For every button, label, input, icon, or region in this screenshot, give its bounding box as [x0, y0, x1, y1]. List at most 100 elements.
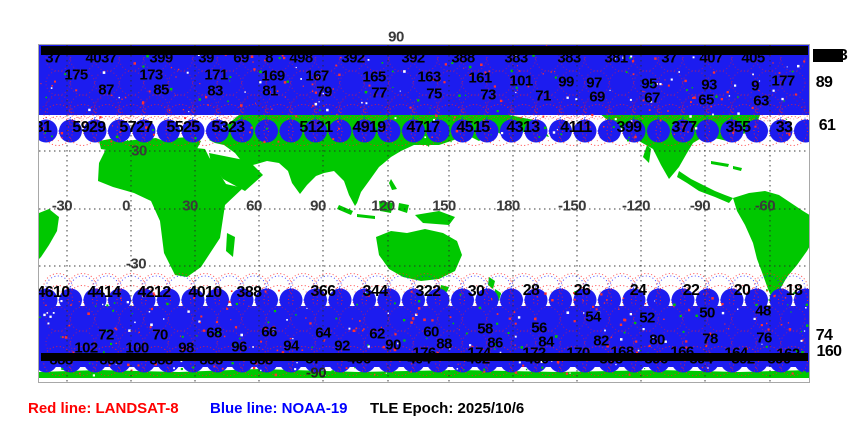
- latitude-label-south-pole: -90: [305, 364, 327, 382]
- orbit-number-label: 82: [593, 332, 609, 350]
- orbit-number-label: 177: [771, 72, 795, 90]
- orbit-number-label: 498: [289, 49, 313, 67]
- orbit-number-label: 48: [755, 302, 771, 320]
- orbit-number-label: 9: [751, 77, 759, 95]
- orbit-number-label: 22: [682, 282, 700, 299]
- longitude-label: 150: [432, 197, 456, 215]
- orbit-number-label: 392: [731, 350, 755, 368]
- orbit-number-label: 94: [283, 337, 299, 355]
- orbit-number-label: 20: [733, 282, 751, 299]
- orbit-number-label: 5727: [119, 119, 153, 136]
- orbit-number-label: 168: [610, 343, 634, 361]
- overlapped-labels-smear: [41, 46, 808, 55]
- orbit-number-label: 4515: [456, 119, 490, 136]
- orbit-number-label: 400: [525, 350, 549, 368]
- antarctica-strip: [39, 369, 809, 378]
- longitude-label: -90: [689, 197, 711, 215]
- orbit-number-label: 392: [401, 49, 425, 67]
- orbit-number-label: 888: [249, 351, 273, 369]
- orbit-number-label: 322: [415, 283, 442, 300]
- orbit-number-label: 88: [436, 335, 452, 353]
- margin-orbit-number-label: 89: [815, 74, 833, 91]
- orbit-number-label: 100: [125, 339, 149, 357]
- orbit-number-label: 81: [262, 82, 278, 100]
- orbit-number-label: 18: [785, 282, 803, 299]
- orbit-number-label: 37: [661, 49, 677, 67]
- legend-red-line: Red line: LANDSAT-8: [28, 400, 179, 417]
- longitude-label: -30: [51, 197, 73, 215]
- orbit-number-label: 4717: [406, 119, 440, 136]
- orbit-number-label: 63: [753, 92, 769, 110]
- orbit-number-label: 70: [152, 326, 168, 344]
- margin-orbit-number-label: 74: [815, 327, 833, 344]
- orbit-number-label: 390: [767, 350, 791, 368]
- orbit-number-label: 402: [466, 350, 490, 368]
- orbit-number-label: 79: [316, 83, 332, 101]
- longitude-label: 30: [182, 197, 198, 215]
- orbit-number-label: 8: [265, 49, 273, 67]
- orbit-number-label: 69: [233, 49, 249, 67]
- orbit-number-label: 33: [775, 119, 793, 136]
- margin-orbit-number-label: 61: [818, 117, 836, 134]
- orbit-number-label: 84: [538, 333, 554, 351]
- overlapped-labels-smear: [41, 353, 808, 361]
- orbit-number-label: 77: [371, 84, 387, 102]
- longitude-label: 60: [246, 197, 262, 215]
- longitude-label: -60: [754, 197, 776, 215]
- orbit-number-label: 4313: [506, 119, 540, 136]
- orbit-number-label: 99: [558, 73, 574, 91]
- orbit-number-label: 163: [417, 68, 441, 86]
- orbit-number-label: 65: [698, 91, 714, 109]
- longitude-label: -150: [557, 197, 587, 215]
- orbit-number-label: 4010: [188, 284, 222, 301]
- orbit-number-label: 97: [586, 74, 602, 92]
- orbit-number-label: 54: [585, 308, 601, 326]
- orbit-number-label: 92: [334, 337, 350, 355]
- orbit-number-label: 388: [451, 49, 475, 67]
- orbit-number-label: 66: [261, 323, 277, 341]
- orbit-number-label: 39: [198, 49, 214, 67]
- latitude-label: -30: [125, 255, 147, 273]
- orbit-number-label: 166: [670, 343, 694, 361]
- orbit-number-label: 4414: [87, 284, 121, 301]
- orbit-number-label: 67: [644, 89, 660, 107]
- longitude-label: 120: [371, 197, 395, 215]
- orbit-number-label: 87: [98, 81, 114, 99]
- orbit-number-label: 37: [45, 49, 61, 67]
- orbit-number-label: 398: [599, 350, 623, 368]
- orbit-number-label: 171: [204, 66, 228, 84]
- orbit-number-label: 404: [407, 350, 431, 368]
- orbit-number-label: 73: [480, 86, 496, 104]
- orbit-number-label: 87: [305, 350, 321, 368]
- orbit-number-label: 4037: [85, 49, 118, 67]
- orbit-number-label: 90: [385, 336, 401, 354]
- orbit-number-label: 58: [477, 320, 493, 338]
- orbit-number-label: 86: [487, 334, 503, 352]
- margin-orbit-number-label: 160: [816, 343, 843, 360]
- orbit-number-label: 5121: [299, 119, 333, 136]
- orbit-number-label: 68: [206, 324, 222, 342]
- orbit-number-label: 4212: [137, 284, 171, 301]
- orbit-number-label: 165: [362, 68, 386, 86]
- orbit-number-label: 5323: [211, 119, 245, 136]
- orbit-number-label: 5929: [72, 119, 106, 136]
- orbit-number-label: 399: [616, 119, 643, 136]
- orbit-number-label: 405: [741, 49, 765, 67]
- longitude-label: 180: [496, 197, 520, 215]
- orbit-number-label: 69: [589, 88, 605, 106]
- latitude-label: 30: [131, 142, 147, 160]
- longitude-label: -120: [621, 197, 651, 215]
- orbit-number-label: 394: [689, 350, 713, 368]
- orbit-number-label: 888: [99, 351, 123, 369]
- orbit-number-label: 355: [725, 119, 752, 136]
- orbit-number-label: 888: [49, 351, 73, 369]
- orbit-number-label: 377: [671, 119, 698, 136]
- orbit-number-label: 72: [98, 326, 114, 344]
- orbit-number-label: 381: [604, 49, 628, 67]
- orbit-number-label: 164: [724, 344, 748, 362]
- latitude-label-north-pole: 90: [388, 28, 404, 46]
- orbit-number-label: 176: [412, 344, 436, 362]
- orbit-number-label: 83: [207, 82, 223, 100]
- orbit-number-label: 888: [149, 351, 173, 369]
